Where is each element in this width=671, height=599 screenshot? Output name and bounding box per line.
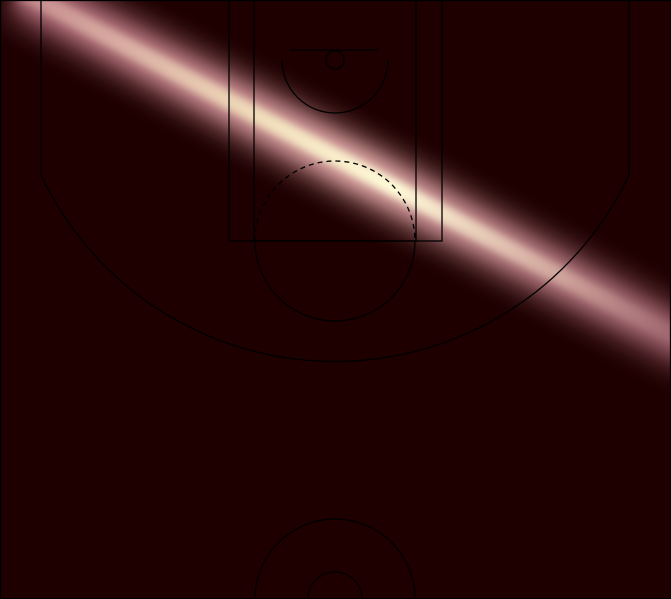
rim [325, 50, 345, 70]
three-point-line [40, 0, 630, 363]
center-inner-circle [307, 571, 363, 599]
free-throw-arc [254, 240, 416, 322]
restricted-area [281, 59, 389, 114]
heat-layer [6, 0, 671, 367]
heat-core [19, 0, 671, 345]
free-throw-arc-dashed [254, 160, 416, 242]
center-circle [254, 518, 416, 599]
inner-paint [253, 0, 417, 242]
